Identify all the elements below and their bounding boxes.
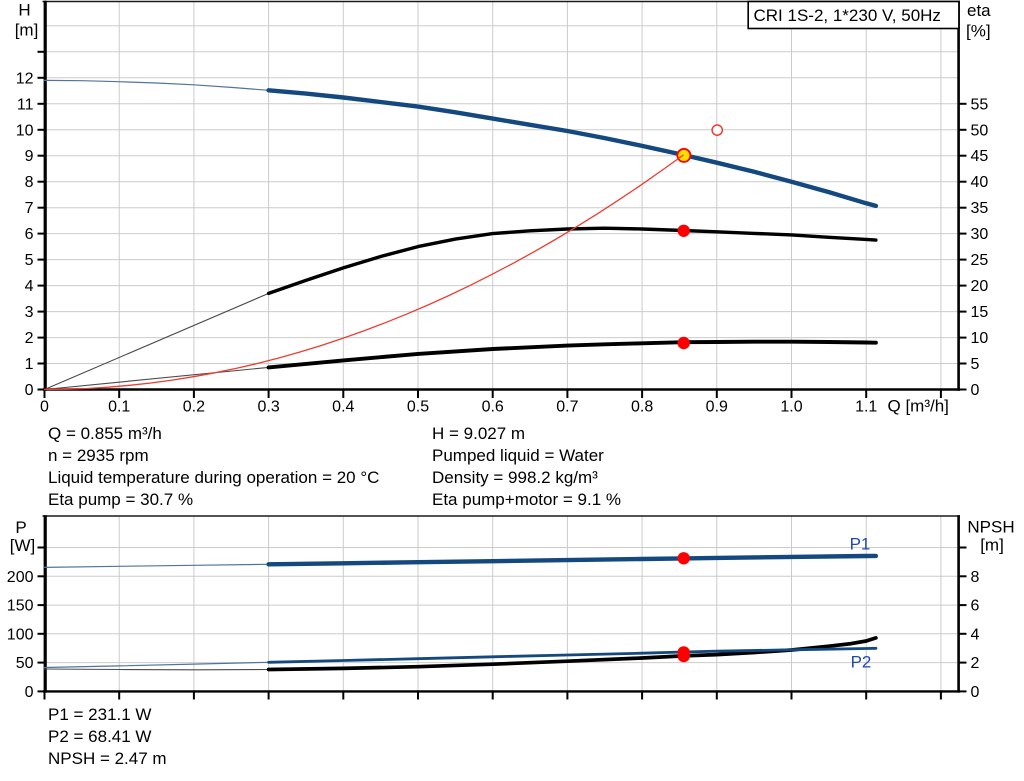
svg-text:6: 6: [971, 598, 980, 615]
svg-text:0.2: 0.2: [183, 399, 205, 416]
svg-text:eta: eta: [967, 1, 991, 20]
svg-text:200: 200: [7, 569, 34, 586]
svg-text:0.3: 0.3: [257, 399, 279, 416]
svg-text:4: 4: [25, 278, 34, 295]
svg-text:Eta pump+motor = 9.1 %: Eta pump+motor = 9.1 %: [432, 490, 621, 509]
svg-text:40: 40: [971, 174, 989, 191]
svg-text:P1 = 231.1 W: P1 = 231.1 W: [48, 705, 151, 724]
svg-text:20: 20: [971, 278, 989, 295]
svg-text:25: 25: [971, 252, 989, 269]
svg-text:4: 4: [971, 626, 980, 643]
svg-text:3: 3: [25, 304, 34, 321]
svg-text:Q [m³/h]: Q [m³/h]: [888, 397, 949, 416]
svg-text:0.1: 0.1: [108, 399, 130, 416]
svg-text:2: 2: [25, 330, 34, 347]
svg-text:100: 100: [7, 626, 34, 643]
svg-text:9: 9: [25, 148, 34, 165]
svg-text:[m]: [m]: [15, 21, 39, 40]
svg-text:Pumped liquid = Water: Pumped liquid = Water: [432, 446, 604, 465]
svg-text:[W]: [W]: [10, 536, 36, 555]
svg-text:Liquid temperature during oper: Liquid temperature during operation = 20…: [48, 468, 379, 487]
svg-text:Q = 0.855 m³/h: Q = 0.855 m³/h: [48, 424, 162, 443]
svg-text:[%]: [%]: [966, 22, 991, 41]
svg-text:30: 30: [971, 226, 989, 243]
svg-text:55: 55: [971, 96, 989, 113]
svg-text:P: P: [15, 518, 26, 537]
svg-text:10: 10: [16, 122, 34, 139]
svg-text:0.9: 0.9: [706, 399, 728, 416]
svg-text:0: 0: [971, 382, 980, 399]
svg-text:11: 11: [17, 96, 34, 113]
svg-text:n = 2935 rpm: n = 2935 rpm: [48, 446, 149, 465]
svg-text:1.1: 1.1: [855, 399, 877, 416]
svg-text:0.4: 0.4: [332, 399, 354, 416]
svg-text:H = 9.027 m: H = 9.027 m: [432, 424, 525, 443]
svg-text:Eta pump = 30.7 %: Eta pump = 30.7 %: [48, 490, 193, 509]
svg-text:5: 5: [25, 252, 34, 269]
svg-text:CRI 1S-2, 1*230 V, 50Hz: CRI 1S-2, 1*230 V, 50Hz: [754, 6, 941, 25]
svg-text:0.8: 0.8: [631, 399, 653, 416]
svg-text:0: 0: [40, 399, 49, 416]
svg-text:15: 15: [971, 304, 989, 321]
svg-text:P2 = 68.41 W: P2 = 68.41 W: [48, 727, 151, 746]
svg-text:H: H: [18, 1, 30, 20]
svg-text:10: 10: [971, 330, 989, 347]
svg-text:P2: P2: [851, 653, 872, 672]
svg-text:0: 0: [25, 382, 34, 399]
svg-text:50: 50: [971, 122, 989, 139]
svg-text:0: 0: [25, 684, 34, 701]
svg-text:2: 2: [971, 655, 980, 672]
svg-text:P1: P1: [850, 535, 871, 554]
svg-text:NPSH: NPSH: [967, 517, 1014, 536]
svg-text:12: 12: [16, 70, 34, 87]
svg-text:7: 7: [25, 200, 34, 217]
svg-text:8: 8: [25, 174, 34, 191]
svg-text:1: 1: [25, 356, 34, 373]
svg-text:8: 8: [971, 569, 980, 586]
svg-text:NPSH = 2.47 m: NPSH = 2.47 m: [48, 749, 167, 768]
svg-text:1.0: 1.0: [780, 399, 802, 416]
svg-text:50: 50: [16, 655, 34, 672]
svg-text:6: 6: [25, 226, 34, 243]
svg-text:45: 45: [971, 148, 989, 165]
svg-text:0.5: 0.5: [407, 399, 429, 416]
svg-text:35: 35: [971, 200, 989, 217]
svg-text:Density = 998.2 kg/m³: Density = 998.2 kg/m³: [432, 468, 598, 487]
svg-text:5: 5: [971, 356, 980, 373]
svg-text:150: 150: [7, 598, 34, 615]
svg-text:0.7: 0.7: [556, 399, 578, 416]
svg-text:0.6: 0.6: [482, 399, 504, 416]
svg-text:[m]: [m]: [980, 536, 1004, 555]
svg-text:0: 0: [971, 684, 980, 701]
